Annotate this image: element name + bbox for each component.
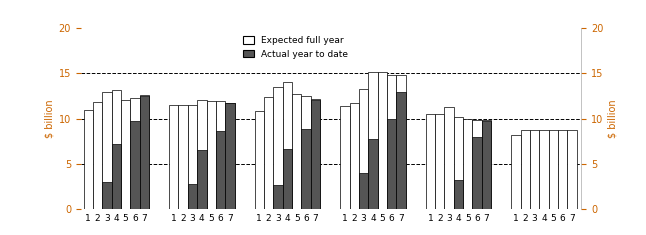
Bar <box>311 100 320 209</box>
Y-axis label: $ billion: $ billion <box>45 99 54 138</box>
Bar <box>283 149 292 209</box>
Bar <box>548 129 558 209</box>
Bar <box>558 129 567 209</box>
Bar <box>530 129 539 209</box>
Bar <box>463 119 472 209</box>
Bar <box>539 129 548 209</box>
Bar <box>264 97 273 209</box>
Bar <box>302 96 311 209</box>
Bar <box>140 96 149 209</box>
Bar <box>396 91 406 209</box>
Bar <box>255 110 264 209</box>
Bar <box>188 105 197 209</box>
Bar <box>396 75 406 209</box>
Bar <box>377 72 387 209</box>
Bar <box>225 103 234 209</box>
Bar <box>472 137 482 209</box>
Bar <box>349 103 359 209</box>
Bar <box>340 106 349 209</box>
Bar <box>359 173 368 209</box>
Bar <box>130 98 140 209</box>
Bar <box>273 87 283 209</box>
Bar <box>216 101 225 209</box>
Bar <box>169 105 178 209</box>
Bar <box>302 129 311 209</box>
Bar <box>444 107 453 209</box>
Bar <box>197 100 207 209</box>
Bar <box>188 184 197 209</box>
Y-axis label: $ billion: $ billion <box>608 99 618 138</box>
Bar <box>93 102 102 209</box>
Bar <box>121 100 130 209</box>
Bar <box>511 135 521 209</box>
Bar <box>207 101 216 209</box>
Bar <box>435 114 444 209</box>
Bar <box>112 144 121 209</box>
Bar <box>472 121 482 209</box>
Bar <box>311 99 320 209</box>
Bar <box>453 117 463 209</box>
Bar <box>283 82 292 209</box>
Bar <box>112 90 121 209</box>
Bar <box>130 121 140 209</box>
Bar <box>368 72 377 209</box>
Bar <box>387 119 396 209</box>
Bar <box>197 150 207 209</box>
Bar <box>83 110 93 209</box>
Bar <box>140 95 149 209</box>
Bar <box>102 91 112 209</box>
Bar <box>453 180 463 209</box>
Bar <box>567 129 577 209</box>
Bar <box>387 75 396 209</box>
Bar <box>359 89 368 209</box>
Bar <box>521 130 530 209</box>
Bar <box>178 105 188 209</box>
Bar <box>225 103 234 209</box>
Legend: Expected full year, Actual year to date: Expected full year, Actual year to date <box>239 33 351 63</box>
Bar <box>482 120 491 209</box>
Bar <box>102 182 112 209</box>
Bar <box>216 131 225 209</box>
Bar <box>482 121 491 209</box>
Bar <box>292 94 302 209</box>
Bar <box>368 139 377 209</box>
Bar <box>273 185 283 209</box>
Bar <box>426 114 435 209</box>
